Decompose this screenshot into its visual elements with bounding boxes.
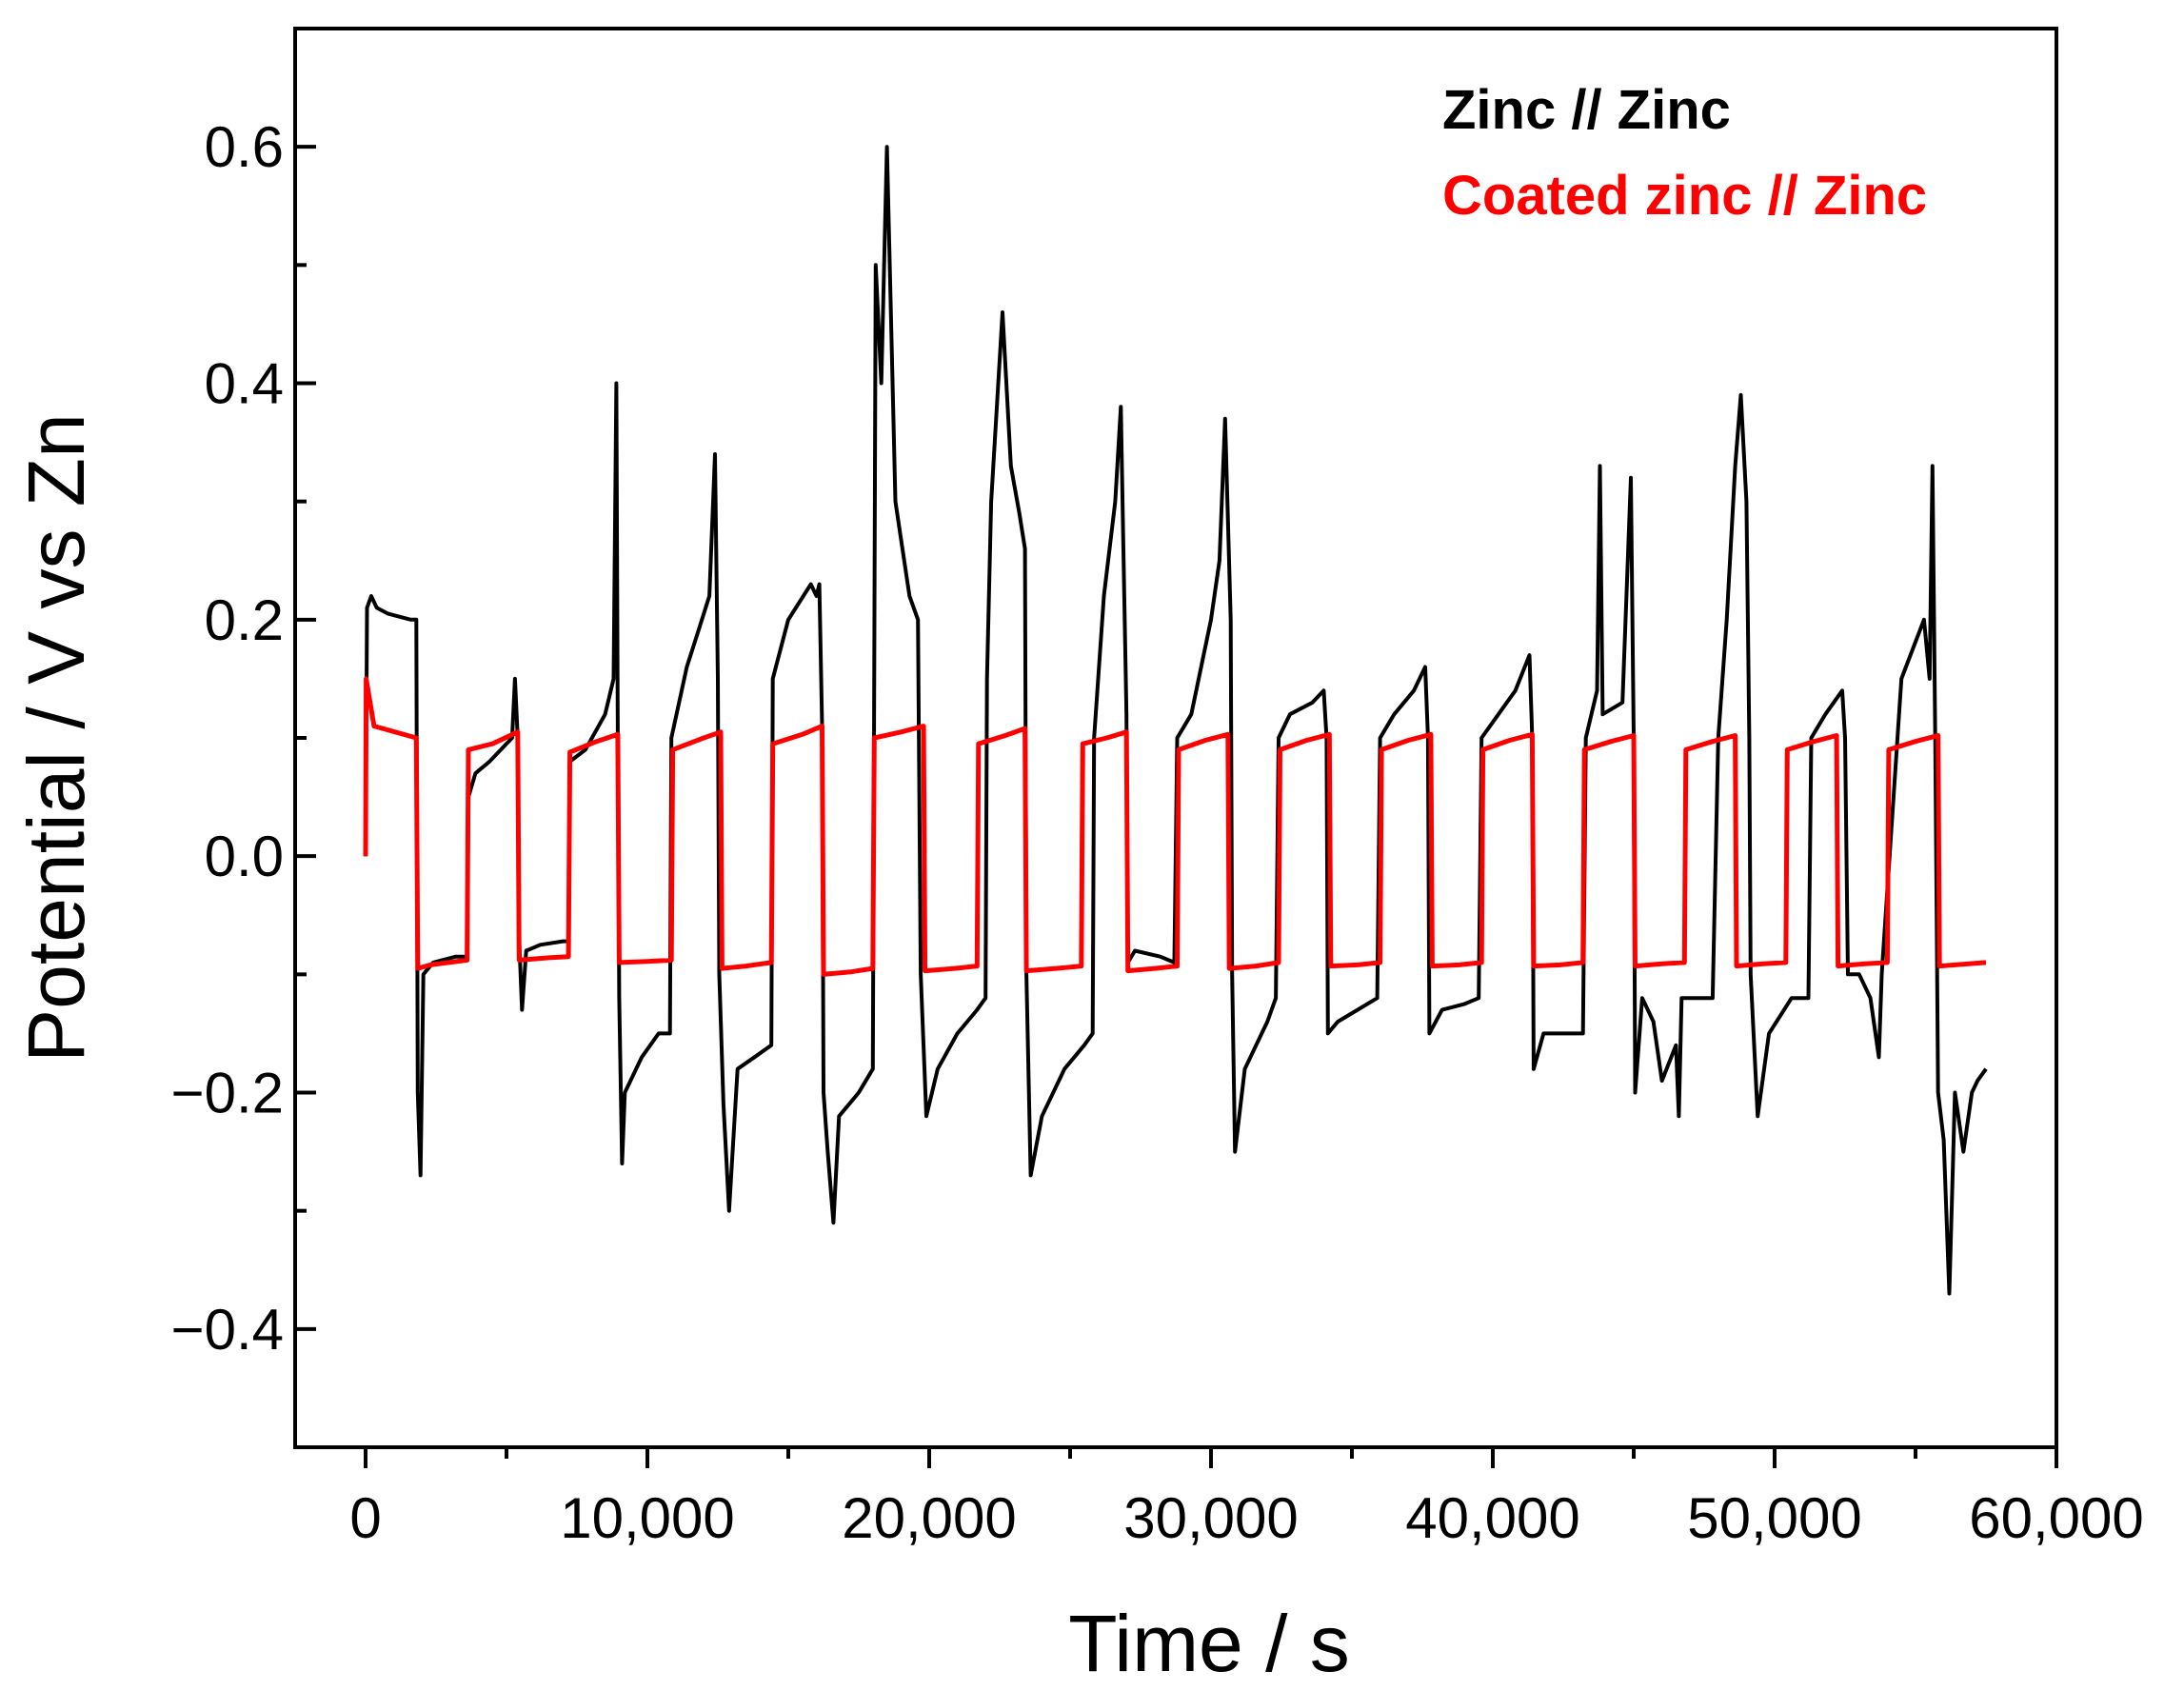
x-tick-label: 50,000: [1687, 1486, 1862, 1550]
legend-label-coated-zinc-zinc: Coated zinc // Zinc: [1442, 165, 1927, 227]
y-axis-ticks: −0.4 −0.2 0.0 0.2 0.4 0.6: [171, 115, 316, 1362]
x-tick-label: 10,000: [560, 1486, 735, 1550]
y-tick-label: −0.4: [171, 1298, 284, 1362]
y-tick-label: 0.4: [205, 352, 284, 416]
legend-label-zinc-zinc: Zinc // Zinc: [1442, 79, 1731, 141]
x-tick-label: 0: [349, 1486, 381, 1550]
y-tick-label: −0.2: [171, 1062, 284, 1125]
series-line-zinc-zinc: [364, 145, 1988, 1296]
y-tick-label: 0.6: [205, 115, 284, 179]
x-tick-label: 20,000: [842, 1486, 1017, 1550]
y-tick-label: 0.0: [205, 825, 284, 888]
x-tick-label: 60,000: [1969, 1486, 2144, 1550]
y-axis-title: Potential / V vs Zn: [11, 413, 101, 1063]
x-axis-title: Time / s: [1068, 1599, 1350, 1688]
series-layer: [363, 145, 1988, 1296]
x-tick-label: 30,000: [1123, 1486, 1299, 1550]
y-tick-label: 0.2: [205, 588, 284, 652]
x-axis-ticks: 0 10,000 20,000 30,000 40,000 50,000 60,000: [349, 1447, 2144, 1550]
legend: Zinc // Zinc Coated zinc // Zinc: [1442, 79, 1927, 227]
series-line-coated-zinc-zinc: [363, 676, 1987, 977]
x-tick-label: 40,000: [1405, 1486, 1580, 1550]
